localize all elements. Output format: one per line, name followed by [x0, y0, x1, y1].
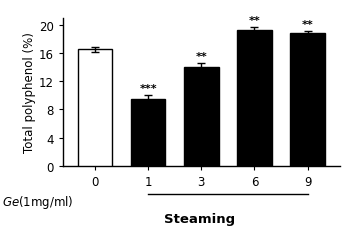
Bar: [78, 50, 112, 166]
Text: **: **: [195, 52, 207, 61]
Bar: [131, 99, 165, 166]
Bar: [184, 68, 218, 166]
Text: **: **: [302, 19, 314, 29]
Text: Steaming: Steaming: [164, 212, 235, 225]
Bar: [237, 30, 272, 166]
Y-axis label: Total polyphenol (%): Total polyphenol (%): [23, 32, 36, 153]
Text: $\it{Ge}$(1mg/ml): $\it{Ge}$(1mg/ml): [2, 193, 74, 210]
Text: ***: ***: [139, 84, 157, 94]
Text: **: **: [248, 15, 260, 25]
Bar: [290, 34, 325, 166]
